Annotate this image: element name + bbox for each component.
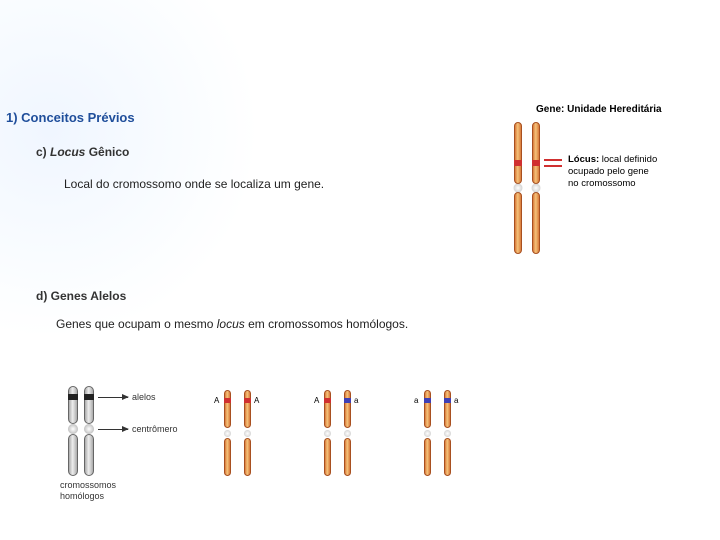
chromatid-1-top	[514, 122, 522, 184]
p2-rt	[344, 390, 351, 428]
chromatid-2-top	[532, 122, 540, 184]
p3-band-l	[424, 398, 431, 403]
p3-band-r	[444, 398, 451, 403]
gene-locus-diagram: Gene: Unidade Hereditária Lócus: local d…	[508, 104, 698, 264]
p2-lb	[324, 438, 331, 476]
locus-l3: no cromossomo	[568, 178, 636, 189]
p1-band-r	[244, 398, 251, 403]
locus-band-2	[532, 160, 540, 166]
allele-pairs-row: A A A a a a	[220, 390, 520, 490]
p2-lt	[324, 390, 331, 428]
p2-rb	[344, 438, 351, 476]
label-centromero: centrômero	[132, 424, 178, 434]
sub-c-letter: c)	[36, 145, 47, 159]
sub-c-italic: Locus	[50, 145, 85, 159]
locus-l2: ocupado pelo gene	[568, 166, 649, 177]
p3-rt	[444, 390, 451, 428]
p3-rb	[444, 438, 451, 476]
locus-l1a: Lócus:	[568, 154, 602, 165]
p1-cl	[224, 430, 231, 437]
p3-cr	[444, 430, 451, 437]
locus-bracket	[544, 159, 562, 167]
allele-band-1	[68, 394, 78, 400]
desc-d-italic: locus	[217, 317, 245, 331]
p3-label-r: a	[454, 396, 458, 405]
label-alelos: alelos	[132, 392, 156, 402]
hcent-1	[68, 424, 78, 434]
locus-caption: Lócus: local definido ocupado pelo gene …	[568, 154, 657, 190]
homolog-l2: homólogos	[60, 491, 104, 501]
pair-Aa: A a	[320, 390, 364, 480]
p2-cl	[324, 430, 331, 437]
label-homologos: cromossomos homólogos	[60, 480, 116, 502]
homolog-l1: cromossomos	[60, 480, 116, 490]
p2-cr	[344, 430, 351, 437]
p2-band-l	[324, 398, 331, 403]
chromatid-2-bot	[532, 192, 540, 254]
pair-aa: a a	[420, 390, 464, 480]
hchrom-1b	[68, 434, 78, 476]
desc-d-pre: Genes que ocupam o mesmo	[56, 317, 217, 331]
p3-lb	[424, 438, 431, 476]
subsection-d-desc: Genes que ocupam o mesmo locus em cromos…	[0, 303, 720, 331]
centromere-1	[514, 184, 522, 192]
p1-lb	[224, 438, 231, 476]
locus-band-1	[514, 160, 522, 166]
arrow-centromero	[98, 429, 128, 430]
hcent-2	[84, 424, 94, 434]
gene-title: Gene: Unidade Hereditária	[536, 104, 662, 115]
allele-band-2	[84, 394, 94, 400]
hchrom-1t	[68, 386, 78, 424]
p1-label-l: A	[214, 396, 219, 405]
centromere-2	[532, 184, 540, 192]
desc-d-post: em cromossomos homólogos.	[245, 317, 408, 331]
pair-AA: A A	[220, 390, 264, 480]
p2-band-r	[344, 398, 351, 403]
chromatid-1-bot	[514, 192, 522, 254]
sub-c-rest: Gênico	[85, 145, 129, 159]
locus-l1b: local definido	[602, 154, 657, 165]
p1-rt	[244, 390, 251, 428]
arrow-alelos	[98, 397, 128, 398]
p2-label-r: a	[354, 396, 358, 405]
p1-rb	[244, 438, 251, 476]
p1-cr	[244, 430, 251, 437]
homolog-label-diagram: alelos centrômero cromossomos homólogos	[60, 380, 190, 510]
p3-cl	[424, 430, 431, 437]
p1-label-r: A	[254, 396, 259, 405]
p1-lt	[224, 390, 231, 428]
p2-label-l: A	[314, 396, 319, 405]
p3-label-l: a	[414, 396, 418, 405]
p1-band-l	[224, 398, 231, 403]
p3-lt	[424, 390, 431, 428]
hchrom-2t	[84, 386, 94, 424]
hchrom-2b	[84, 434, 94, 476]
